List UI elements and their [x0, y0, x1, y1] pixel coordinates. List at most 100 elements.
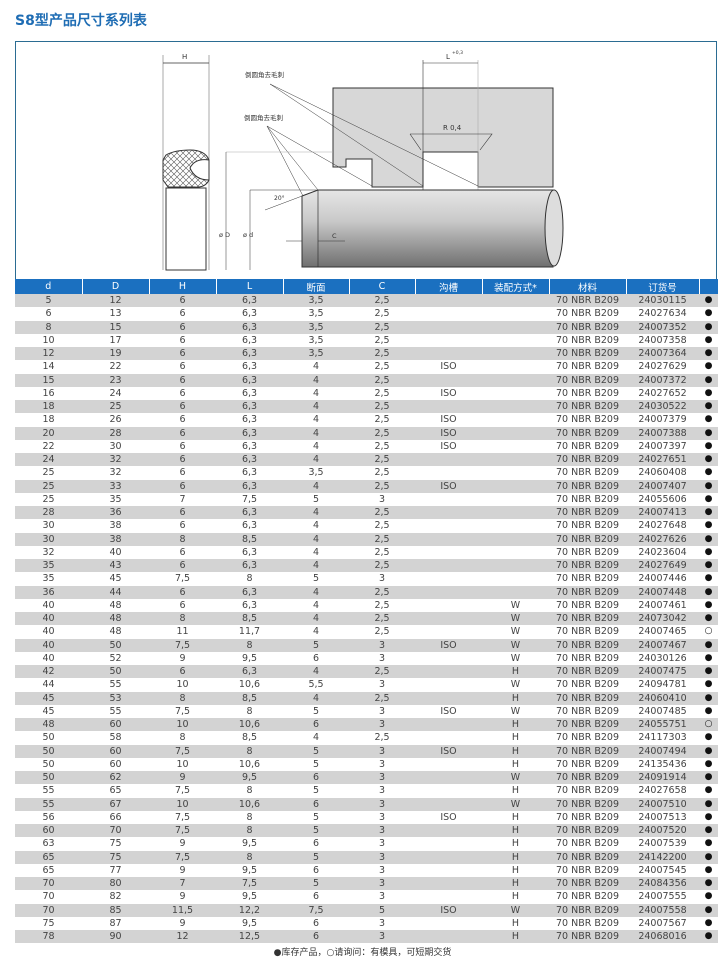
col-material: 70 NBR B209 — [549, 426, 626, 440]
stock-indicator: ● — [699, 824, 718, 838]
col-section: 4 — [312, 361, 320, 373]
col-H: 6 — [149, 347, 216, 361]
col-section: 4 — [283, 559, 349, 573]
col-material: 70 NBR B209 — [555, 493, 619, 505]
table-row: 36 44 6 6,3 4 2,5 70 NBR B209 24007448 ● — [15, 585, 718, 599]
col-groove — [415, 519, 482, 532]
col-assembly — [482, 479, 549, 493]
col-section: 4 — [312, 599, 320, 611]
col-D: 43 — [82, 559, 149, 573]
col-L: 11,7 — [238, 626, 261, 638]
col-material: 70 NBR B209 — [549, 585, 626, 599]
col-groove — [415, 585, 482, 599]
col-L: 6,3 — [216, 665, 283, 679]
col-assembly: W — [510, 599, 521, 611]
col-d: 65 — [42, 864, 55, 876]
col-material: 70 NBR B209 — [549, 347, 626, 361]
col-H: 6 — [149, 426, 216, 440]
col-material: 70 NBR B209 — [555, 387, 619, 399]
col-assembly — [482, 347, 549, 361]
col-C: 2,5 — [349, 479, 415, 493]
col-material: 70 NBR B209 — [549, 797, 626, 811]
col-H: 10 — [149, 797, 216, 811]
col-assembly — [482, 546, 549, 559]
col-H: 6 — [149, 320, 216, 334]
col-groove — [415, 824, 482, 838]
col-d: 40 — [42, 599, 55, 611]
table-row: 32 40 6 6,3 4 2,5 70 NBR B209 24023604 ● — [15, 546, 718, 559]
stock-indicator: ● — [704, 705, 713, 716]
col-H: 6 — [149, 294, 216, 308]
col-material: 70 NBR B209 — [555, 679, 619, 691]
col-assembly: W — [482, 771, 549, 785]
col-assembly — [482, 572, 549, 585]
table-row: 40 52 9 9,5 6 3 W 70 NBR B209 24030126 ● — [15, 652, 718, 665]
col-H: 11 — [176, 626, 189, 638]
table-row: 60 70 7,5 8 5 3 H 70 NBR B209 24007520 ● — [15, 824, 718, 838]
col-material: 70 NBR B209 — [555, 838, 619, 850]
col-material: 70 NBR B209 — [549, 850, 626, 864]
col-material: 70 NBR B209 — [549, 665, 626, 679]
col-section: 6 — [312, 838, 320, 850]
col-C: 2,5 — [349, 665, 415, 679]
col-order-no: 24055751 — [626, 718, 699, 732]
stock-indicator: ● — [704, 891, 713, 902]
col-d: 50 — [42, 758, 55, 770]
col-material: 70 NBR B209 — [555, 891, 619, 903]
col-L: 10,6 — [216, 718, 283, 732]
col-assembly — [482, 387, 549, 400]
col-material: 70 NBR B209 — [549, 877, 626, 891]
col-L: 10,6 — [238, 758, 261, 770]
col-d: 75 — [42, 917, 55, 929]
col-C: 2,5 — [349, 559, 415, 573]
table-row: 28 36 6 6,3 4 2,5 70 NBR B209 24007413 ● — [15, 506, 718, 520]
table-row: 50 58 8 8,5 4 2,5 H 70 NBR B209 24117303 ● — [15, 731, 718, 744]
col-material: 70 NBR B209 — [555, 361, 619, 373]
col-d: 50 — [15, 744, 82, 758]
footnote: ●库存产品，○请询问：有模具，可短期交货 — [273, 948, 452, 958]
col-D: 22 — [109, 361, 122, 373]
col-order-no: 24027626 — [626, 532, 699, 546]
table-row: 14 22 6 6,3 4 2,5 ISO 70 NBR B209 24027629 ● — [15, 360, 718, 373]
col-L: 8 — [216, 744, 283, 758]
col-order-no: 24007467 — [626, 638, 699, 652]
table-row: 44 55 10 10,6 5,5 3 W 70 NBR B209 24094781 ● — [15, 678, 718, 691]
label-chamfer: C — [332, 232, 337, 240]
col-d: 65 — [15, 850, 82, 864]
table-row: 45 55 7,5 8 5 3 ISO W 70 NBR B209 24007485 ● — [15, 705, 718, 718]
col-C: 3 — [378, 838, 386, 850]
col-D: 26 — [109, 414, 122, 426]
table-row: 48 60 10 10,6 6 3 H 70 NBR B209 24055751 ○ — [15, 718, 718, 732]
col-D: 48 — [82, 612, 149, 626]
table-row: 35 43 6 6,3 4 2,5 70 NBR B209 24027649 ● — [15, 559, 718, 573]
col-material: 70 NBR B209 — [549, 824, 626, 838]
col-H: 8 — [149, 691, 216, 705]
col-section: 5 — [283, 850, 349, 864]
col-material: 70 NBR B209 — [549, 903, 626, 917]
stock-indicator: ● — [704, 838, 713, 849]
col-groove — [415, 532, 482, 546]
column-header: d — [15, 279, 82, 294]
col-section: 4 — [283, 585, 349, 599]
col-section: 3,5 — [283, 320, 349, 334]
col-C: 2,5 — [349, 347, 415, 361]
col-material: 70 NBR B209 — [555, 732, 619, 744]
col-D: 15 — [82, 320, 149, 334]
col-order-no: 24084356 — [626, 877, 699, 891]
label-L: L — [446, 53, 450, 61]
label-radius: R 0,4 — [443, 124, 462, 132]
col-H: 8 — [149, 612, 216, 626]
col-C: 2,5 — [349, 691, 415, 705]
stock-indicator: ● — [699, 559, 718, 573]
leader-lines — [225, 83, 479, 270]
col-section: 4 — [312, 732, 320, 744]
col-order-no: 24007494 — [626, 744, 699, 758]
col-C: 2,5 — [349, 320, 415, 334]
col-assembly: W — [510, 626, 521, 638]
label-deburr-top: 倒圆角去毛刺 — [245, 70, 284, 79]
col-material: 70 NBR B209 — [549, 771, 626, 785]
stock-indicator: ● — [699, 532, 718, 546]
col-order-no: 24027648 — [638, 520, 687, 532]
col-section: 4 — [312, 626, 320, 638]
col-d: 44 — [42, 679, 55, 691]
